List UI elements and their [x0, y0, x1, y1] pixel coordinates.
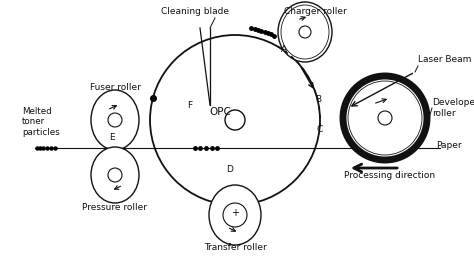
Text: F: F [187, 100, 192, 110]
Text: Pressure roller: Pressure roller [82, 204, 147, 212]
Text: Cleaning blade: Cleaning blade [161, 8, 229, 17]
Text: A: A [281, 46, 287, 54]
Text: Melted
toner
particles: Melted toner particles [22, 107, 60, 137]
Ellipse shape [278, 2, 332, 62]
Text: D: D [227, 166, 233, 175]
Text: C: C [317, 126, 323, 134]
Circle shape [348, 81, 422, 155]
Text: Fuser roller: Fuser roller [90, 83, 140, 92]
Ellipse shape [209, 185, 261, 245]
Text: Charger roller: Charger roller [283, 8, 346, 17]
Circle shape [343, 76, 427, 160]
Text: OPC: OPC [209, 107, 231, 117]
Ellipse shape [91, 90, 139, 150]
Text: E: E [109, 133, 115, 142]
Text: Paper: Paper [436, 140, 462, 149]
Text: Developer
roller: Developer roller [432, 98, 474, 118]
Text: Transfer roller: Transfer roller [204, 243, 266, 253]
Text: Processing direction: Processing direction [345, 170, 436, 179]
Text: Laser Beam: Laser Beam [418, 55, 471, 64]
Ellipse shape [91, 147, 139, 203]
Text: +: + [231, 208, 239, 218]
Text: B: B [315, 96, 321, 104]
